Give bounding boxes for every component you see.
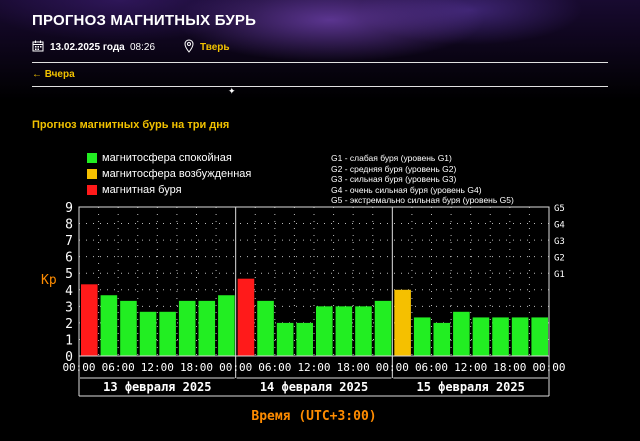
g-level-item: G3 - сильная буря (уровень G3) <box>331 174 457 185</box>
kp-bar <box>257 300 274 356</box>
y-tick-label: 3 <box>65 300 73 315</box>
x-tick-label: 12:00 <box>141 361 174 374</box>
header-background <box>0 0 640 100</box>
g-level-label: G4 <box>554 221 565 231</box>
x-tick-label: 12:00 <box>297 361 330 374</box>
y-tick-label: 5 <box>65 267 73 282</box>
sparkle-icon: ✦ <box>228 86 236 96</box>
y-tick-label: 9 <box>65 201 73 216</box>
x-tick-label: 12:00 <box>454 361 487 374</box>
y-axis-label: Kp <box>41 273 57 288</box>
kp-bar <box>296 322 313 356</box>
g-level-label: G2 <box>554 254 565 264</box>
header: ПРОГНОЗ МАГНИТНЫХ БУРЬ 13.02.2025 года 0… <box>0 0 640 100</box>
kp-bar <box>531 317 548 356</box>
section-title: Прогноз магнитных бурь на три дня <box>32 119 230 131</box>
kp-bar <box>453 311 470 356</box>
g-level-label: G3 <box>554 237 565 247</box>
y-tick-label: 8 <box>65 218 73 233</box>
x-tick-label: 18:00 <box>180 361 213 374</box>
divider <box>32 86 608 87</box>
legend-swatch-active <box>87 169 97 179</box>
chart-frame <box>78 206 550 357</box>
page-title: ПРОГНОЗ МАГНИТНЫХ БУРЬ <box>32 12 257 29</box>
day-label: 15 февраля 2025 <box>416 380 524 394</box>
kp-bar <box>492 317 509 356</box>
divider <box>32 62 608 63</box>
yesterday-link[interactable]: ← Вчера <box>32 69 75 80</box>
g-level-item: G1 - слабая буря (уровень G1) <box>331 153 452 163</box>
day-label: 14 февраля 2025 <box>260 380 368 394</box>
kp-bar <box>159 311 176 356</box>
kp-bar <box>335 306 353 356</box>
kp-bar <box>374 300 392 356</box>
kp-bar <box>276 322 294 356</box>
y-tick-label: 6 <box>65 251 73 266</box>
kp-bar <box>355 306 372 356</box>
calendar-icon <box>32 40 44 52</box>
legend-label: магнитосфера спокойная <box>102 152 232 164</box>
kp-bar <box>511 317 529 356</box>
kp-bar <box>139 311 157 356</box>
g-level-label: G1 <box>554 270 565 280</box>
x-axis-label: Время (UTC+3:00) <box>251 409 376 424</box>
kp-bar <box>198 300 216 356</box>
y-tick-label: 4 <box>65 284 73 299</box>
legend-swatch-quiet <box>87 153 97 163</box>
current-date: 13.02.2025 года <box>50 42 125 53</box>
x-tick-label: 18:00 <box>337 361 370 374</box>
kp-bar <box>472 317 490 356</box>
g-level-item: G2 - средняя буря (уровень G2) <box>331 163 457 174</box>
kp-bar <box>394 289 411 356</box>
legend-swatch-storm <box>87 185 97 195</box>
legend-label: магнитная буря <box>102 184 182 196</box>
g-level-item: G4 - очень сильная буря (уровень G4) <box>331 184 482 195</box>
x-tick-label: 06:00 <box>102 361 135 374</box>
kp-bar <box>413 317 431 356</box>
kp-bar <box>316 306 333 356</box>
kp-bar <box>178 300 196 356</box>
y-tick-label: 2 <box>65 317 73 332</box>
legend-label: магнитосфера возбужденная <box>102 168 252 180</box>
x-tick-label: 06:00 <box>415 361 448 374</box>
x-tick-label: 00:00 <box>376 361 409 374</box>
g-level-item: G5 - экстремально сильная буря (уровень … <box>331 195 514 206</box>
x-tick-label: 18:00 <box>493 361 526 374</box>
kp-bar <box>120 300 137 356</box>
kp-bar <box>100 295 118 356</box>
kp-bar <box>218 295 235 356</box>
location-pin-icon <box>184 39 194 53</box>
x-tick-label: 00:00 <box>219 361 252 374</box>
y-tick-label: 1 <box>65 333 73 348</box>
city-link[interactable]: Тверь <box>200 42 230 53</box>
y-tick-label: 7 <box>65 234 73 249</box>
storm-level-legend: G1 - слабая буря (уровень G1) G2 - средн… <box>331 153 514 206</box>
kp-forecast-chart: 0 12 34 56 78 9 Kp G1 G2 G3 G4 G5 00:00 06:00 12:00 18:… <box>41 201 566 424</box>
kp-bar <box>81 284 98 356</box>
y-tick-label: 0 <box>65 350 73 365</box>
current-time: 08:26 <box>130 42 156 53</box>
kp-bar <box>237 278 255 356</box>
kp-bar <box>433 322 451 356</box>
x-tick-label: 06:00 <box>258 361 291 374</box>
g-level-label: G5 <box>554 204 565 214</box>
day-label: 13 февраля 2025 <box>103 380 211 394</box>
